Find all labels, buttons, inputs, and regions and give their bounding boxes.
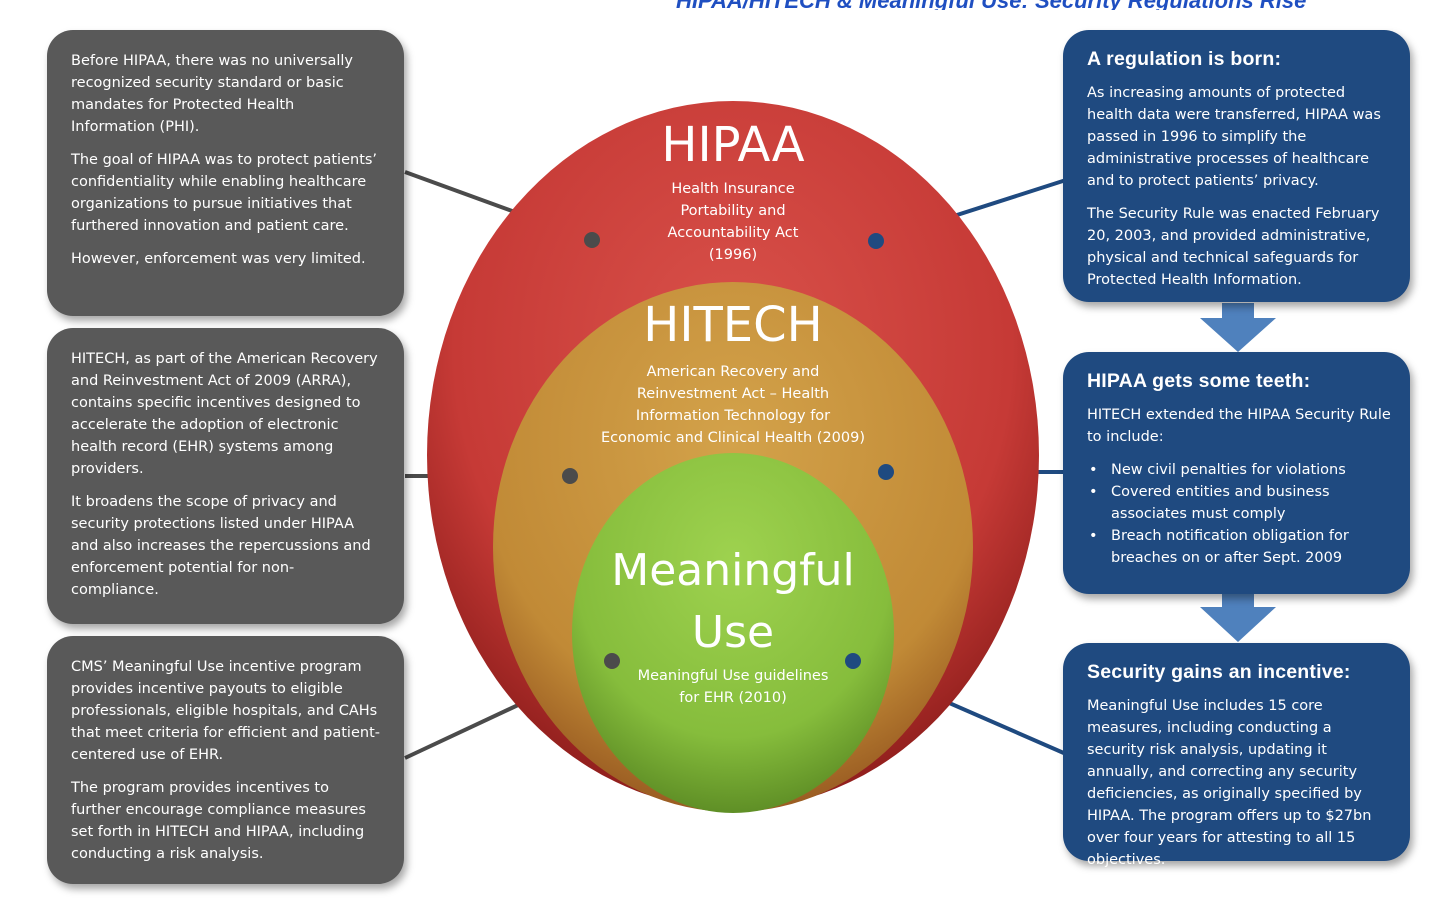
- mu-title-line: Use: [691, 607, 775, 658]
- connector-dots: [562, 232, 894, 669]
- mu-line: for EHR (2010): [679, 690, 787, 706]
- flow-arrows: [1200, 303, 1276, 642]
- box-paragraph: The goal of HIPAA was to protect patient…: [71, 152, 378, 234]
- box-intro: HITECH extended the HIPAA Security Rule …: [1087, 407, 1391, 445]
- hitech-description: American Recovery and Reinvestment Act –…: [583, 361, 883, 449]
- security-incentive-box: Security gains an incentive: Meaningful …: [1063, 643, 1410, 868]
- box-heading: A regulation is born:: [1087, 48, 1282, 70]
- hipaa-context-box: Before HIPAA, there was no universally r…: [47, 30, 404, 316]
- box-paragraph: Meaningful Use includes 15 core measures…: [1087, 698, 1372, 868]
- hipaa-line: Portability and: [680, 203, 786, 219]
- mu-line: Meaningful Use guidelines: [637, 668, 829, 684]
- page-title: HIPAA/HITECH & Meaningful Use: Security …: [676, 0, 1448, 10]
- meaningful-use-title: Meaningful Use: [593, 540, 873, 664]
- meaningful-use-circle: [572, 453, 894, 813]
- box-paragraph: The program provides incentives to furth…: [71, 780, 366, 862]
- hipaa-teeth-box: HIPAA gets some teeth: HITECH extended t…: [1063, 352, 1410, 594]
- hitech-title: HITECH: [643, 297, 823, 353]
- list-item: New civil penalties for violations: [1087, 459, 1392, 481]
- hipaa-line: Health Insurance: [671, 181, 795, 197]
- hipaa-line: (1996): [708, 247, 758, 263]
- meaningful-use-context-box: CMS’ Meaningful Use incentive program pr…: [47, 636, 404, 884]
- box-heading: Security gains an incentive:: [1087, 661, 1351, 683]
- hipaa-line: Accountability Act: [667, 225, 799, 241]
- regulation-born-box: A regulation is born: As increasing amou…: [1063, 30, 1410, 302]
- box-paragraph: As increasing amounts of protected healt…: [1087, 85, 1381, 189]
- box-paragraph: Before HIPAA, there was no universally r…: [71, 53, 353, 135]
- box-heading: HIPAA gets some teeth:: [1087, 370, 1311, 392]
- meaningful-use-description: Meaningful Use guidelines for EHR (2010): [623, 665, 843, 709]
- box-paragraph: However, enforcement was very limited.: [71, 251, 366, 267]
- box-paragraph: It broadens the scope of privacy and sec…: [71, 494, 371, 598]
- box-paragraph: The Security Rule was enacted February 2…: [1087, 206, 1380, 288]
- hitech-line: Information Technology for: [635, 408, 831, 424]
- hipaa-title: HIPAA: [661, 117, 805, 173]
- hipaa-description: Health Insurance Portability and Account…: [613, 178, 853, 266]
- hitech-line: Reinvestment Act – Health: [636, 386, 830, 402]
- list-item: Covered entities and business associates…: [1087, 481, 1392, 525]
- bullet-list: New civil penalties for violations Cover…: [1087, 459, 1392, 569]
- hitech-line: Economic and Clinical Health (2009): [600, 430, 866, 446]
- hitech-line: American Recovery and: [646, 364, 820, 380]
- box-paragraph: HITECH, as part of the American Recovery…: [71, 351, 378, 477]
- list-item: Breach notification obligation for breac…: [1087, 525, 1392, 569]
- hitech-context-box: HITECH, as part of the American Recovery…: [47, 328, 404, 624]
- box-paragraph: CMS’ Meaningful Use incentive program pr…: [71, 659, 380, 763]
- mu-title-line: Meaningful: [611, 545, 855, 596]
